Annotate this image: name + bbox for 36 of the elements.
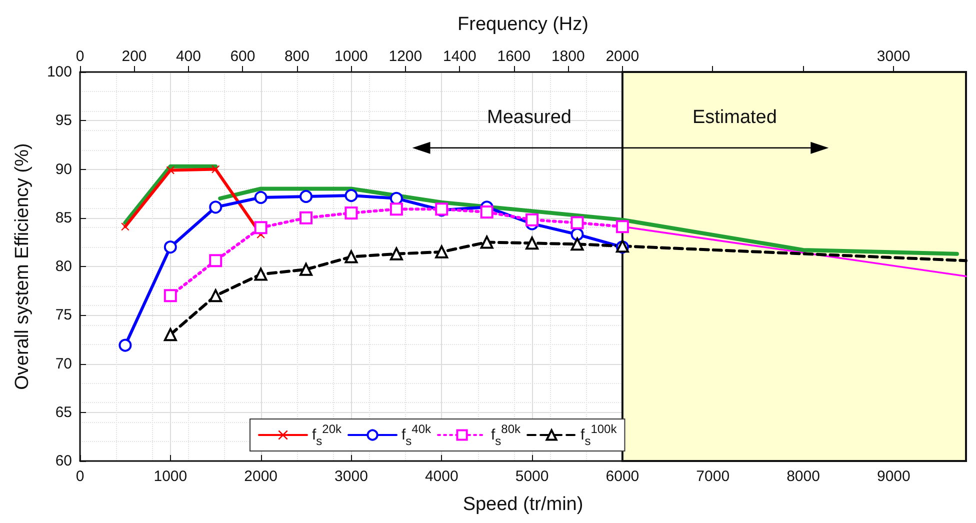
x2-tick-label: 3000 [876, 48, 910, 65]
x-tick-label: 7000 [696, 468, 730, 485]
x2-tick-label: 1000 [334, 48, 368, 65]
x2-tick-label: 0 [76, 48, 84, 65]
x-tick-label: 0 [76, 468, 84, 485]
x-tick-label: 3000 [334, 468, 368, 485]
y-tick-label: 70 [55, 355, 72, 372]
x2-axis-title: Frequency (Hz) [458, 14, 588, 35]
y-tick-label: 75 [55, 306, 72, 324]
x2-tick-label: 2000 [606, 48, 640, 65]
x2-tick-label: 1200 [388, 48, 422, 65]
x2-tick-label: 1600 [497, 48, 531, 65]
x2-tick-label: 800 [284, 48, 310, 65]
x-tick-label: 9000 [876, 468, 910, 485]
x2-tick-label: 400 [176, 48, 201, 65]
x-tick-label: 5000 [515, 468, 549, 485]
y-tick-label: 100 [46, 64, 72, 80]
y-tick-label: 60 [55, 452, 72, 470]
y-tick-label: 65 [55, 404, 72, 421]
y-axis-title: Overall system Efficiency (%) [12, 143, 33, 390]
y-tick-label: 95 [55, 112, 72, 130]
y-tick-label: 80 [55, 258, 72, 275]
y-tick-label: 85 [55, 209, 72, 226]
x-tick-label: 1000 [154, 468, 188, 485]
x2-tick-label: 600 [230, 48, 256, 65]
x2-tick-label: 1800 [551, 48, 585, 65]
x-tick-label: 8000 [786, 468, 820, 485]
x2-tick-label: 200 [122, 48, 147, 65]
x-tick-label: 6000 [606, 468, 640, 485]
band-label: Estimated [692, 107, 777, 128]
x-tick-label: 2000 [244, 468, 278, 485]
y-tick-label: 90 [55, 160, 72, 178]
x-axis-title: Speed (tr/min) [462, 494, 584, 515]
annotation: Measured [487, 107, 572, 128]
x-tick-label: 4000 [424, 468, 458, 485]
x2-tick-label: 1400 [442, 48, 476, 65]
